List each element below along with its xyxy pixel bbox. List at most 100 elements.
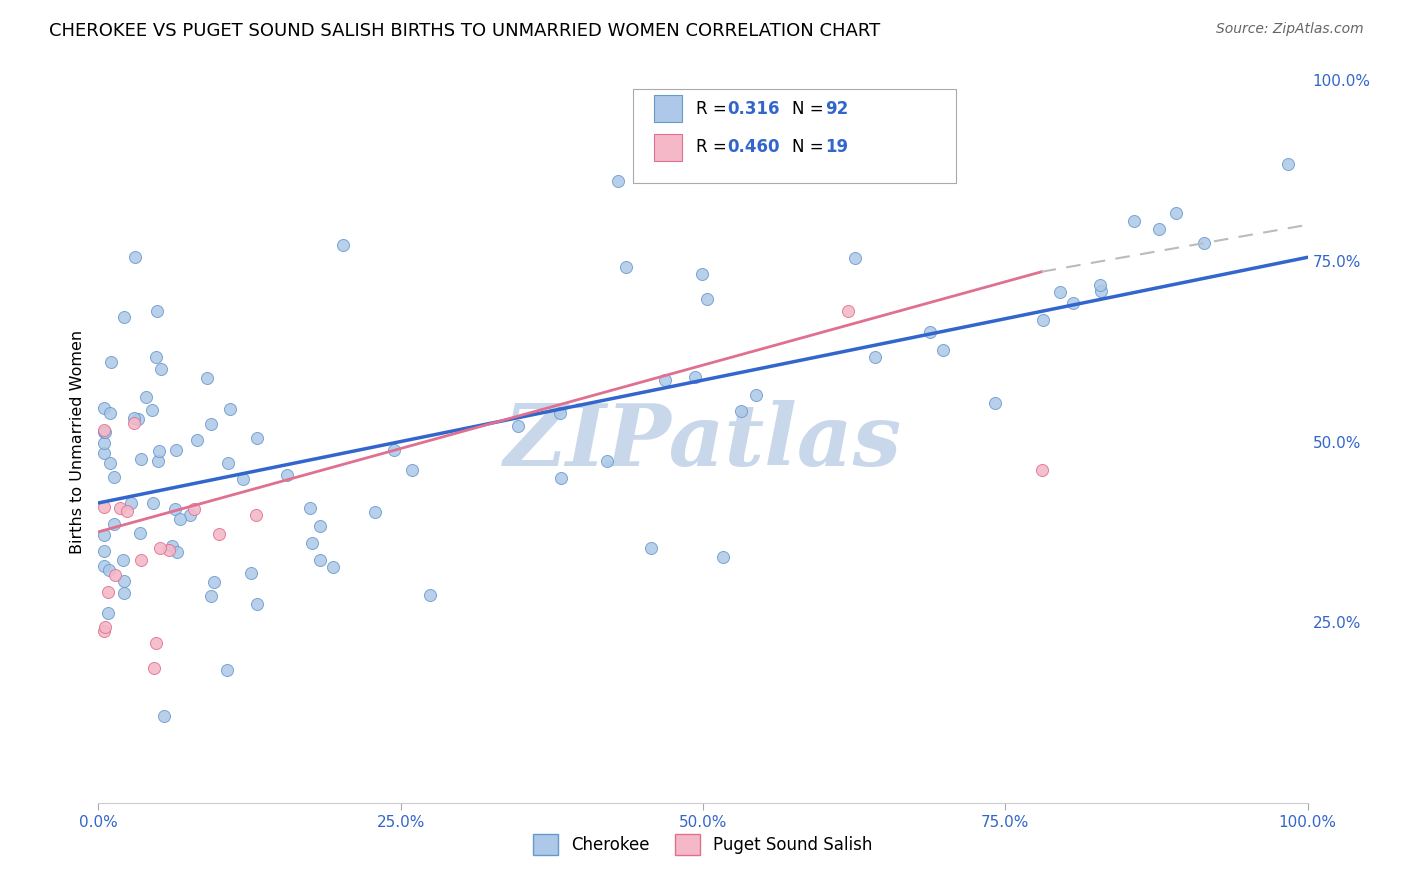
Point xyxy=(142,661,165,675)
Point xyxy=(276,468,298,483)
Point xyxy=(595,454,617,468)
Point xyxy=(364,505,387,519)
Point xyxy=(124,410,146,425)
Point xyxy=(100,355,122,369)
Point xyxy=(104,568,127,582)
Point xyxy=(94,620,117,634)
Point xyxy=(93,500,115,515)
Text: N =: N = xyxy=(792,138,828,156)
Point xyxy=(984,396,1007,410)
Point xyxy=(654,373,676,387)
Y-axis label: Births to Unmarried Women: Births to Unmarried Women xyxy=(69,329,84,554)
Point xyxy=(308,519,330,533)
Point xyxy=(202,575,225,590)
Point xyxy=(97,584,120,599)
Point xyxy=(1164,206,1187,220)
Point xyxy=(298,500,321,515)
Point xyxy=(145,351,167,365)
Point xyxy=(696,292,718,306)
Point xyxy=(1062,296,1084,310)
Point xyxy=(186,434,208,448)
Point xyxy=(98,407,121,421)
Point xyxy=(730,403,752,417)
Point xyxy=(837,304,859,318)
Point xyxy=(112,586,135,600)
Point xyxy=(153,709,176,723)
Point xyxy=(232,472,254,486)
Point xyxy=(131,552,153,566)
Point xyxy=(111,553,134,567)
Point xyxy=(200,589,222,603)
Point xyxy=(117,504,139,518)
Point xyxy=(301,536,323,550)
Point xyxy=(93,624,115,639)
Point xyxy=(129,451,152,466)
Point xyxy=(1277,157,1299,171)
Point xyxy=(93,423,115,437)
Point xyxy=(149,541,172,555)
Point xyxy=(110,501,132,516)
Point xyxy=(844,251,866,265)
Point xyxy=(124,251,146,265)
Point xyxy=(103,469,125,483)
Point xyxy=(142,496,165,510)
Point xyxy=(98,456,121,470)
Text: 92: 92 xyxy=(825,100,849,118)
Text: Source: ZipAtlas.com: Source: ZipAtlas.com xyxy=(1216,22,1364,37)
Point xyxy=(148,444,170,458)
Point xyxy=(97,563,120,577)
Point xyxy=(129,525,152,540)
Point xyxy=(169,512,191,526)
Point xyxy=(246,431,269,445)
Text: ZIPatlas: ZIPatlas xyxy=(503,400,903,483)
Point xyxy=(135,390,157,404)
Point xyxy=(93,528,115,542)
Point xyxy=(145,636,167,650)
Point xyxy=(1147,222,1170,236)
Point xyxy=(149,362,172,376)
Point xyxy=(920,325,942,339)
Point xyxy=(179,508,201,522)
Point xyxy=(401,463,423,477)
Point xyxy=(1031,463,1053,477)
Point xyxy=(508,418,530,433)
Point xyxy=(1192,235,1215,250)
Point xyxy=(1032,312,1054,326)
Point xyxy=(865,350,887,364)
Point xyxy=(332,238,354,252)
Point xyxy=(419,588,441,602)
Point xyxy=(183,502,205,516)
Point xyxy=(640,541,662,556)
Point xyxy=(215,663,238,677)
Text: 0.316: 0.316 xyxy=(727,100,779,118)
Point xyxy=(614,260,637,274)
Point xyxy=(120,496,142,510)
Point xyxy=(219,401,242,416)
Point xyxy=(112,310,135,324)
Point xyxy=(93,425,115,439)
Point xyxy=(200,417,222,431)
Point xyxy=(165,501,187,516)
Point xyxy=(160,539,183,553)
Point xyxy=(550,471,572,485)
Point xyxy=(208,527,231,541)
Point xyxy=(683,370,706,384)
Point xyxy=(93,435,115,450)
Point xyxy=(382,442,405,457)
Text: N =: N = xyxy=(792,100,828,118)
Point xyxy=(607,174,630,188)
Point xyxy=(93,559,115,574)
Text: R =: R = xyxy=(696,100,733,118)
Text: 0.460: 0.460 xyxy=(727,138,779,156)
Point xyxy=(122,417,145,431)
Point xyxy=(239,566,262,580)
Point xyxy=(690,268,713,282)
Point xyxy=(245,508,267,523)
Point xyxy=(548,406,571,420)
Point xyxy=(103,516,125,531)
Point xyxy=(195,371,218,385)
Point xyxy=(93,425,115,439)
Point xyxy=(145,303,167,318)
Legend: Cherokee, Puget Sound Salish: Cherokee, Puget Sound Salish xyxy=(524,826,882,863)
Point xyxy=(1088,278,1111,293)
